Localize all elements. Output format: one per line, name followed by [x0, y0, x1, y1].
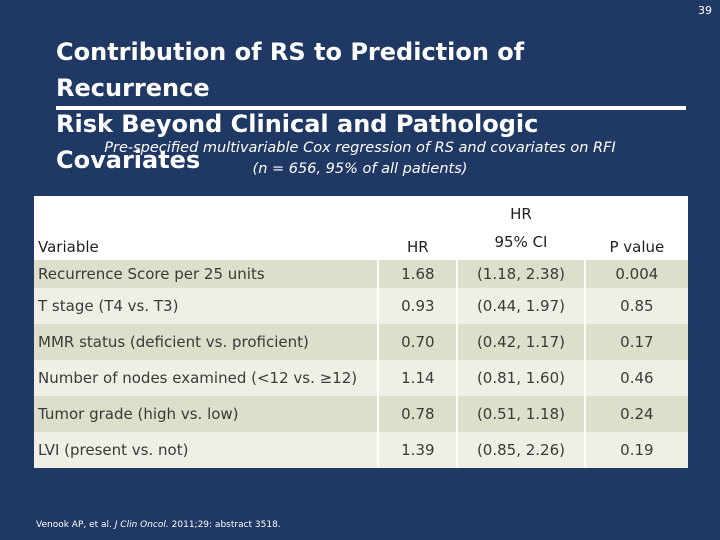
cell-ci: (0.44, 1.97) [456, 288, 585, 324]
cell-variable: Tumor grade (high vs. low) [34, 396, 379, 432]
cell-ci: (0.51, 1.18) [456, 396, 585, 432]
table-header-row: Variable HR HR 95% CI P value [34, 196, 688, 260]
cell-p-value: 0.85 [583, 288, 688, 324]
cell-variable: Number of nodes examined (<12 vs. ≥12) [34, 360, 379, 396]
title-underline [56, 106, 686, 110]
header-p-value: P value [583, 196, 688, 260]
cell-ci: (1.18, 2.38) [456, 260, 585, 288]
table-row: MMR status (deficient vs. proficient) 0.… [34, 324, 688, 360]
subtitle-line-1: Pre-specified multivariable Cox regressi… [104, 140, 616, 156]
cell-hr: 0.78 [377, 396, 458, 432]
cell-variable: MMR status (deficient vs. proficient) [34, 324, 379, 360]
cell-hr: 0.93 [377, 288, 458, 324]
citation-journal: J Clin Oncol. [114, 520, 169, 530]
cell-hr: 1.14 [377, 360, 458, 396]
subtitle-line-2: (n = 656, 95% of all patients) [252, 161, 468, 177]
title-line-2: Risk Beyond Clinical and Pathologic Cova… [56, 110, 539, 174]
cell-hr: 0.70 [377, 324, 458, 360]
title-line-1: Contribution of RS to Prediction of Recu… [56, 38, 525, 102]
cell-ci: (0.85, 2.26) [456, 432, 585, 468]
cell-variable: Recurrence Score per 25 units [34, 260, 379, 288]
cell-p-value: 0.46 [583, 360, 688, 396]
header-ci-line-2: 95% CI [494, 233, 548, 251]
cell-ci: (0.42, 1.17) [456, 324, 585, 360]
header-variable: Variable [34, 196, 379, 260]
table-row: Number of nodes examined (<12 vs. ≥12) 1… [34, 360, 688, 396]
regression-table: Variable HR HR 95% CI P value Recurrence… [34, 196, 688, 468]
citation-authors: Venook AP, et al. [36, 520, 112, 530]
cell-p-value: 0.19 [583, 432, 688, 468]
table-row: T stage (T4 vs. T3) 0.93 (0.44, 1.97) 0.… [34, 288, 688, 324]
citation-details: 2011;29: abstract 3518. [171, 520, 281, 530]
table-row: Recurrence Score per 25 units 1.68 (1.18… [34, 260, 688, 288]
slide-title: Contribution of RS to Prediction of Recu… [56, 34, 676, 178]
header-ci-line-1: HR [510, 205, 532, 223]
citation-footnote: Venook AP, et al. J Clin Oncol. 2011;29:… [36, 520, 281, 530]
table-row: Tumor grade (high vs. low) 0.78 (0.51, 1… [34, 396, 688, 432]
cell-hr: 1.39 [377, 432, 458, 468]
slide-number: 39 [698, 4, 712, 17]
cell-variable: T stage (T4 vs. T3) [34, 288, 379, 324]
cell-p-value: 0.17 [583, 324, 688, 360]
slide-subtitle: Pre-specified multivariable Cox regressi… [40, 138, 680, 180]
table-row: LVI (present vs. not) 1.39 (0.85, 2.26) … [34, 432, 688, 468]
cell-p-value: 0.004 [583, 260, 688, 288]
cell-p-value: 0.24 [583, 396, 688, 432]
header-hr: HR [377, 196, 458, 260]
cell-hr: 1.68 [377, 260, 458, 288]
cell-ci: (0.81, 1.60) [456, 360, 585, 396]
cell-variable: LVI (present vs. not) [34, 432, 379, 468]
header-ci: HR 95% CI [456, 196, 585, 260]
